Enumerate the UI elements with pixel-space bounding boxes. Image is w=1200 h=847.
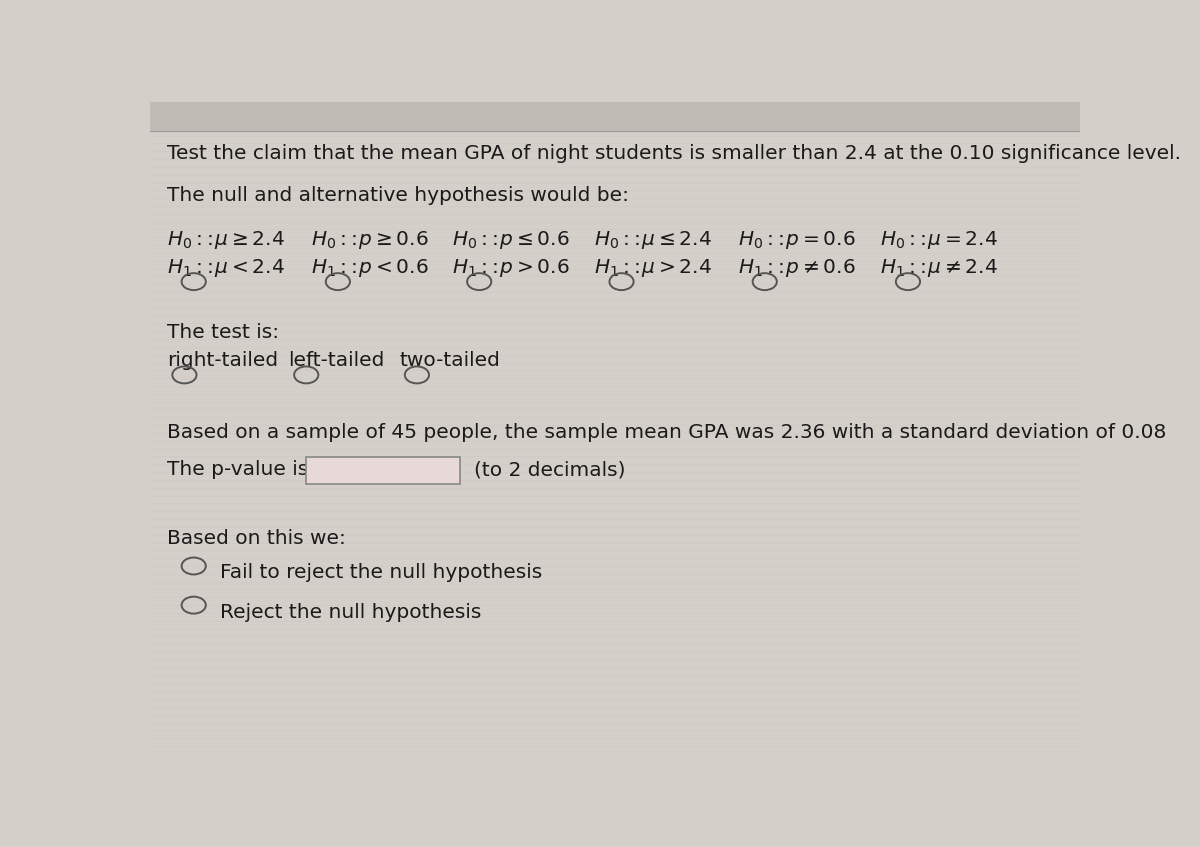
FancyBboxPatch shape xyxy=(306,457,460,484)
Text: Fail to reject the null hypothesis: Fail to reject the null hypothesis xyxy=(220,563,542,583)
Text: $H_1:\!:\!\mu > 2.4$: $H_1:\!:\!\mu > 2.4$ xyxy=(594,257,712,279)
Text: right-tailed: right-tailed xyxy=(167,351,278,370)
Text: $H_0:\!:\!\mu = 2.4$: $H_0:\!:\!\mu = 2.4$ xyxy=(880,229,998,251)
Text: $H_0:\!:\!\mu \leq 2.4$: $H_0:\!:\!\mu \leq 2.4$ xyxy=(594,229,712,251)
Text: Test the claim that the mean GPA of night students is smaller than 2.4 at the 0.: Test the claim that the mean GPA of nigh… xyxy=(167,144,1181,163)
Text: $H_0:\!:\!p \geq 0.6$: $H_0:\!:\!p \geq 0.6$ xyxy=(311,229,428,251)
Text: $H_1:\!:\!\mu \neq 2.4$: $H_1:\!:\!\mu \neq 2.4$ xyxy=(880,257,998,279)
Text: (to 2 decimals): (to 2 decimals) xyxy=(474,460,625,479)
Text: The test is:: The test is: xyxy=(167,324,278,342)
Text: $H_1:\!:\!p \neq 0.6$: $H_1:\!:\!p \neq 0.6$ xyxy=(738,257,856,279)
Text: left-tailed: left-tailed xyxy=(288,351,384,370)
Text: $H_1:\!:\!p < 0.6$: $H_1:\!:\!p < 0.6$ xyxy=(311,257,428,279)
Text: Based on this we:: Based on this we: xyxy=(167,529,346,548)
Text: Based on a sample of 45 people, the sample mean GPA was 2.36 with a standard dev: Based on a sample of 45 people, the samp… xyxy=(167,424,1166,442)
Text: two-tailed: two-tailed xyxy=(400,351,500,370)
Text: $H_0:\!:\!p \leq 0.6$: $H_0:\!:\!p \leq 0.6$ xyxy=(452,229,570,251)
Text: $H_0:\!:\!p = 0.6$: $H_0:\!:\!p = 0.6$ xyxy=(738,229,856,251)
Text: $H_1:\!:\!\mu < 2.4$: $H_1:\!:\!\mu < 2.4$ xyxy=(167,257,284,279)
Text: $H_0:\!:\!\mu \geq 2.4$: $H_0:\!:\!\mu \geq 2.4$ xyxy=(167,229,284,251)
Text: The null and alternative hypothesis would be:: The null and alternative hypothesis woul… xyxy=(167,186,629,206)
Text: Reject the null hypothesis: Reject the null hypothesis xyxy=(220,602,481,622)
FancyBboxPatch shape xyxy=(150,102,1080,131)
Text: $H_1:\!:\!p > 0.6$: $H_1:\!:\!p > 0.6$ xyxy=(452,257,570,279)
Text: The p-value is:: The p-value is: xyxy=(167,460,314,479)
